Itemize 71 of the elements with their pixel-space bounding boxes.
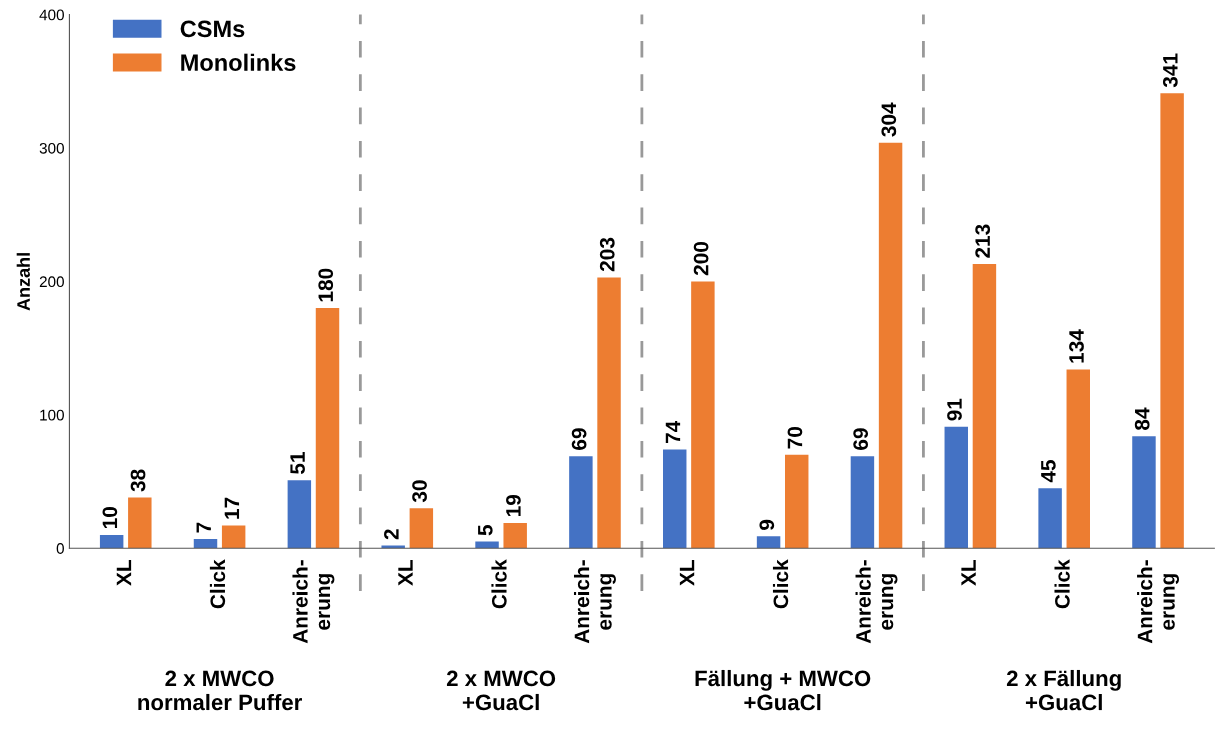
data-label: 7 — [196, 522, 211, 533]
bar — [475, 541, 499, 549]
bar — [1132, 436, 1156, 549]
data-label: 69 — [571, 428, 587, 450]
bar — [1038, 488, 1062, 549]
data-label: 2 — [384, 529, 399, 540]
data-label: 9 — [759, 519, 775, 530]
bar — [972, 264, 997, 549]
bar — [597, 277, 621, 549]
bar — [287, 480, 312, 549]
data-label: 200 — [693, 241, 709, 276]
bar — [878, 142, 903, 549]
legend-label: Monolinks — [181, 53, 296, 72]
data-label: 51 — [290, 452, 305, 475]
bar — [663, 449, 687, 549]
text: Fällung + MWCO +GuaCl — [695, 669, 871, 711]
text: 2 x MWCO normaler Puffer — [138, 670, 302, 711]
bar — [944, 426, 968, 549]
bar — [193, 538, 218, 549]
data-label: 304 — [881, 102, 897, 137]
y-tick-label: 100 — [40, 409, 64, 421]
data-label: 19 — [506, 494, 521, 517]
bar — [756, 536, 781, 549]
data-label: 74 — [665, 420, 681, 444]
x-tick-label: Click — [209, 559, 226, 609]
legend-label: CSMs — [180, 20, 245, 38]
bar — [315, 308, 340, 549]
x-tick-label: XL — [116, 560, 132, 586]
x-tick-label: Anreich- erung — [573, 560, 616, 644]
data-label: 134 — [1069, 329, 1084, 363]
x-tick-label: XL — [679, 560, 695, 586]
data-label: 5 — [478, 525, 493, 536]
bar — [1066, 369, 1090, 549]
data-label: 70 — [787, 426, 803, 449]
bar — [409, 508, 434, 549]
data-label: 180 — [318, 268, 334, 302]
x-tick-label: Click — [772, 559, 789, 609]
y-tick-label: 200 — [39, 276, 64, 288]
data-label: 203 — [599, 237, 615, 272]
x-tick-label: Anreich- erung — [292, 560, 335, 644]
data-label: 38 — [130, 469, 146, 492]
x-tick-label: XL — [961, 560, 976, 586]
bar — [99, 534, 124, 549]
y-tick-label: 300 — [39, 142, 64, 154]
x-tick-label: XL — [398, 560, 413, 586]
x-tick-label: Anreich- erung — [1137, 560, 1180, 644]
y-tick-label: 400 — [39, 9, 64, 21]
data-label: 10 — [102, 507, 118, 529]
data-label: 213 — [975, 224, 991, 258]
x-tick-label: Click — [1054, 559, 1070, 609]
data-label: 91 — [947, 398, 962, 421]
bar — [221, 525, 246, 549]
bar — [503, 522, 527, 549]
data-label: 69 — [853, 428, 869, 450]
x-tick-label: Click — [491, 559, 507, 609]
text: 2 x Fällung +GuaCl — [1006, 669, 1121, 711]
bar — [691, 281, 715, 549]
bar — [1160, 93, 1184, 549]
bar — [128, 497, 152, 549]
y-axis-title: Anzahl — [16, 253, 30, 311]
data-label: 45 — [1041, 460, 1056, 483]
bar — [785, 454, 809, 549]
data-label: 30 — [412, 480, 427, 503]
y-tick-label: 0 — [56, 543, 64, 554]
text: 2 x MWCO +GuaCl — [446, 670, 556, 711]
data-label: 341 — [1162, 53, 1178, 88]
bar — [569, 456, 593, 549]
x-tick-label: Anreich- erung — [855, 560, 898, 644]
bar — [850, 456, 875, 549]
data-label: 17 — [224, 497, 240, 519]
data-label: 84 — [1134, 407, 1150, 430]
